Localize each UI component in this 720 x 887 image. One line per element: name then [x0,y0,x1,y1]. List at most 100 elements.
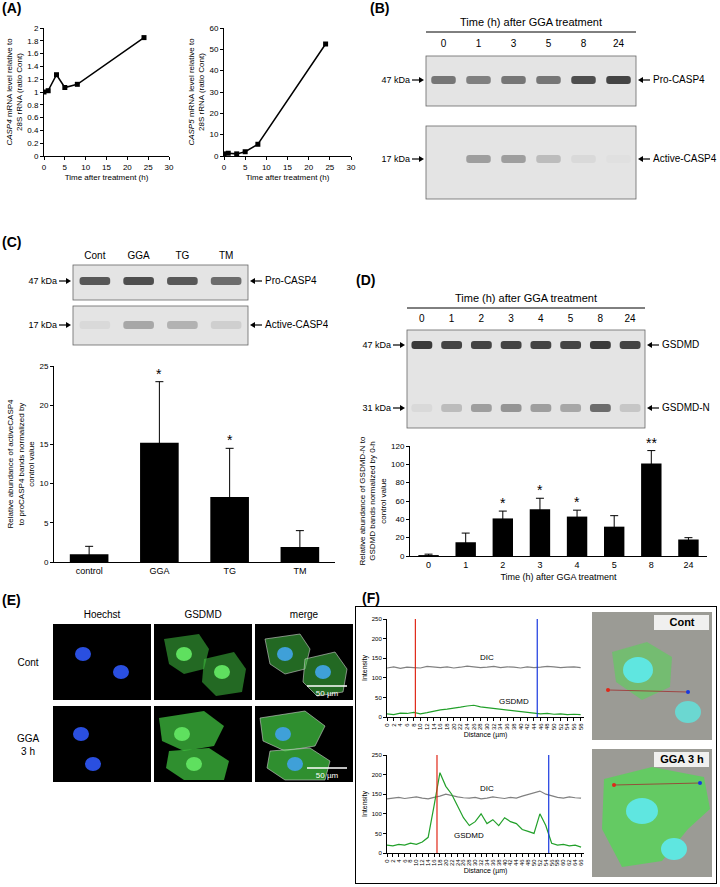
svg-text:50: 50 [551,723,557,730]
svg-text:TM: TM [219,250,233,261]
svg-text:5: 5 [546,38,552,49]
svg-text:100: 100 [372,811,383,817]
svg-text:1: 1 [34,88,39,97]
svg-text:150: 150 [372,791,383,797]
svg-text:0: 0 [378,714,382,720]
svg-text:32: 32 [491,723,497,730]
svg-text:25: 25 [325,163,334,172]
svg-text:250: 250 [372,616,383,622]
svg-text:5: 5 [63,163,68,172]
svg-text:58: 58 [578,723,584,730]
svg-text:46: 46 [538,723,544,730]
svg-text:Time (h) after GGA treatment: Time (h) after GGA treatment [500,572,617,582]
svg-text:5: 5 [243,163,248,172]
svg-text:40: 40 [209,66,218,75]
svg-text:24: 24 [455,859,461,866]
svg-text:22: 22 [449,859,455,866]
svg-text:0.6: 0.6 [27,113,39,122]
svg-text:17 kDa: 17 kDa [28,320,57,330]
svg-text:3: 3 [508,313,514,324]
svg-text:4: 4 [575,560,580,570]
svg-text:18: 18 [444,723,450,730]
svg-text:10: 10 [209,130,218,139]
svg-text:20: 20 [443,859,449,866]
svg-text:GGA: GGA [128,250,151,261]
svg-text:Cont: Cont [669,616,694,628]
svg-text:100: 100 [391,460,405,469]
svg-text:200: 200 [372,636,383,642]
svg-text:6: 6 [402,859,408,863]
svg-text:12: 12 [424,723,430,730]
svg-text:36: 36 [490,859,496,866]
svg-text:5: 5 [568,313,574,324]
svg-text:0.2: 0.2 [27,139,39,148]
svg-text:10: 10 [417,723,423,730]
svg-text:200: 200 [372,772,383,778]
svg-text:0: 0 [378,850,382,856]
svg-text:3: 3 [511,38,517,49]
svg-text:56: 56 [549,859,555,866]
svg-text:TG: TG [175,250,189,261]
svg-text:60: 60 [209,24,218,33]
svg-text:28: 28 [466,859,472,866]
svg-text:14: 14 [431,723,437,730]
svg-text:47 kDa: 47 kDa [28,276,57,286]
svg-text:60: 60 [395,497,404,506]
svg-text:1.8: 1.8 [27,37,39,46]
svg-text:GSDMD: GSDMD [184,609,221,620]
svg-text:GGA: GGA [17,733,40,744]
svg-text:GSDMD: GSDMD [454,831,484,840]
svg-text:0: 0 [214,152,219,161]
svg-text:CASP5 mRNA level relative to28: CASP5 mRNA level relative to28S rRNA (ra… [187,38,206,146]
svg-text:52: 52 [558,723,564,730]
svg-text:40: 40 [502,859,508,866]
svg-text:14: 14 [425,859,431,866]
svg-text:18: 18 [437,859,443,866]
svg-text:Cont: Cont [17,657,38,668]
svg-text:20: 20 [209,109,218,118]
svg-text:10: 10 [39,479,48,488]
svg-text:GSDMD: GSDMD [499,697,529,706]
svg-text:4: 4 [396,859,402,863]
svg-text:54: 54 [543,859,549,866]
svg-text:28: 28 [477,723,483,730]
svg-text:Active-CASP4: Active-CASP4 [653,153,717,164]
svg-text:24: 24 [464,723,470,730]
svg-text:48: 48 [544,723,550,730]
svg-text:*: * [574,494,580,510]
svg-text:0: 0 [384,859,390,863]
svg-text:TG: TG [223,566,236,576]
svg-text:10: 10 [262,163,271,172]
svg-text:*: * [227,432,233,448]
svg-text:1.4: 1.4 [27,62,39,71]
svg-text:3 h: 3 h [21,746,35,757]
svg-text:0: 0 [222,163,227,172]
svg-text:GSDMD: GSDMD [662,339,699,350]
svg-text:50 µm: 50 µm [316,771,339,780]
svg-text:54: 54 [564,723,570,730]
svg-text:38: 38 [496,859,502,866]
svg-text:Relative abundance of activeCA: Relative abundance of activeCASP4to proC… [6,399,36,529]
svg-text:31 kDa: 31 kDa [362,403,391,413]
svg-text:4: 4 [538,313,544,324]
svg-text:0: 0 [34,152,39,161]
svg-text:0.4: 0.4 [27,126,39,135]
svg-text:58: 58 [554,859,560,866]
svg-text:Pro-CASP4: Pro-CASP4 [265,275,317,286]
svg-text:42: 42 [507,859,513,866]
svg-text:0: 0 [400,552,405,561]
svg-text:26: 26 [460,859,466,866]
svg-text:40: 40 [395,515,404,524]
svg-text:0: 0 [419,313,425,324]
svg-text:32: 32 [478,859,484,866]
svg-text:30: 30 [209,88,218,97]
svg-text:250: 250 [372,752,383,758]
svg-text:30: 30 [347,163,356,172]
svg-text:20: 20 [304,163,313,172]
svg-text:47 kDa: 47 kDa [362,340,391,350]
svg-text:1.2: 1.2 [27,75,39,84]
svg-text:**: ** [646,435,657,451]
svg-text:2: 2 [479,313,485,324]
svg-text:66: 66 [578,859,584,866]
svg-text:36: 36 [504,723,510,730]
